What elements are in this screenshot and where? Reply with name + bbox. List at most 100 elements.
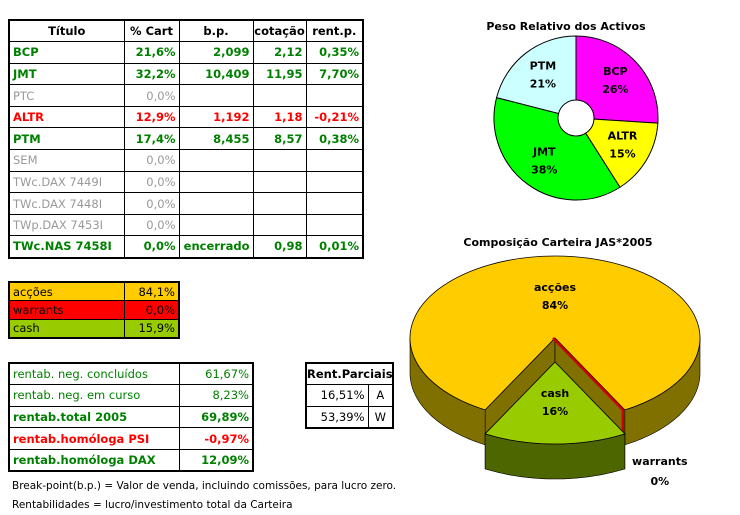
value-cell: 32,2% [123, 62, 180, 86]
header-cell: rent.p. [305, 19, 364, 43]
value-cell [252, 192, 307, 215]
name-cell: TWc.DAX 7448I [8, 192, 125, 215]
partial-returns-table: Rent.Parciais 16,51% A 53,39% W [305, 362, 395, 429]
holdings-table: Título% Cart b.p. cotação rent.p. BCP 21,6% 2,… [8, 19, 364, 259]
header-cell: cotação [252, 19, 307, 43]
name-cell: ALTR [8, 105, 125, 129]
slice-value: 16% [542, 405, 568, 418]
slice-value: 21% [530, 77, 556, 90]
value-cell: W [367, 405, 394, 429]
value-cell: 84,1% [123, 281, 180, 301]
value-cell: 1,192 [178, 105, 254, 129]
name-cell: rentab. neg. em curso [8, 384, 180, 407]
slice-value: 84% [542, 299, 568, 312]
holding-row: BCP 21,6% 2,099 2,12 0,35% [8, 41, 364, 64]
value-cell: -0,97% [178, 427, 254, 450]
value-cell [252, 170, 307, 194]
donut-slice [584, 118, 659, 188]
name-cell: rentab. neg. concluídos [8, 362, 180, 386]
name-cell: warrants [8, 300, 125, 320]
value-cell: 2,099 [178, 41, 254, 64]
return-row: rentab. neg. em curso 8,23% [8, 384, 254, 407]
value-cell: 2,12 [252, 41, 307, 64]
value-cell [178, 192, 254, 215]
header-cell: % Cart [123, 19, 180, 43]
value-cell: 0,0% [123, 235, 180, 259]
value-cell [252, 84, 307, 107]
value-cell [178, 170, 254, 194]
allocation-row: warrants 0,0% [8, 300, 180, 320]
slice-label: JMT [532, 146, 556, 159]
value-cell: 0,0% [123, 300, 180, 320]
value-cell: encerrado [178, 235, 254, 259]
value-cell: 10,409 [178, 62, 254, 86]
value-cell: 0,0% [123, 149, 180, 172]
allocation-table: acções 84,1% warrants 0,0% cash 15,9% [8, 281, 180, 339]
value-cell: 21,6% [123, 41, 180, 64]
name-cell: JMT [8, 62, 125, 86]
value-cell: 0,98 [252, 235, 307, 259]
header-row: Rent.Parciais [305, 362, 394, 386]
value-cell [305, 84, 364, 107]
holding-row: TWc.DAX 7449I 0,0% [8, 170, 364, 194]
value-cell: 53,39% [305, 405, 369, 429]
value-cell: 12,09% [178, 448, 254, 472]
value-cell: 0,0% [123, 84, 180, 107]
value-cell [178, 149, 254, 172]
value-cell: -0,21% [305, 105, 364, 129]
value-cell: 0,35% [305, 41, 364, 64]
value-cell: 8,57 [252, 127, 307, 151]
value-cell: 11,95 [252, 62, 307, 86]
return-row: rentab.homóloga PSI -0,97% [8, 427, 254, 450]
slice-value: 15% [609, 147, 635, 160]
chart-title: Composição Carteira JAS*2005 [463, 236, 652, 249]
value-cell: 8,23% [178, 384, 254, 407]
name-cell: rentab.total 2005 [8, 405, 180, 429]
holding-row: ALTR 12,9% 1,192 1,18 -0,21% [8, 105, 364, 129]
return-row: rentab.total 2005 69,89% [8, 405, 254, 429]
slice-label: acções [534, 281, 576, 294]
value-cell: 7,70% [305, 62, 364, 86]
value-cell: 17,4% [123, 127, 180, 151]
value-cell: 15,9% [123, 318, 180, 338]
slice-value: 26% [602, 83, 628, 96]
slice-label: cash [541, 387, 569, 400]
value-cell [252, 149, 307, 172]
name-cell: rentab.homóloga DAX [8, 448, 180, 472]
name-cell: PTC [8, 84, 125, 107]
value-cell [305, 170, 364, 194]
name-cell: rentab.homóloga PSI [8, 427, 180, 450]
name-cell: TWc.DAX 7449I [8, 170, 125, 194]
header-cell: Título [8, 19, 125, 43]
value-cell: 8,455 [178, 127, 254, 151]
header-cell: b.p. [178, 19, 254, 43]
header-cell: Rent.Parciais [305, 362, 394, 386]
donut-slice [495, 35, 577, 115]
holding-row: PTC 0,0% [8, 84, 364, 107]
holding-row: SEM 0,0% [8, 149, 364, 172]
value-cell: 0,38% [305, 127, 364, 151]
chart-title: Peso Relativo dos Activos [486, 20, 646, 33]
partial-row: 53,39% W [305, 405, 394, 429]
allocation-row: acções 84,1% [8, 281, 180, 301]
value-cell [305, 213, 364, 237]
holding-row: TWc.NAS 7458I 0,0% encerrado 0,98 0,01% [8, 235, 364, 259]
name-cell: TWp.DAX 7453I [8, 213, 125, 237]
slice-label: ALTR [608, 129, 638, 142]
pie-slice [484, 361, 626, 445]
value-cell [178, 213, 254, 237]
name-cell: TWc.NAS 7458I [8, 235, 125, 259]
value-cell [178, 84, 254, 107]
holding-row: JMT 32,2% 10,409 11,95 7,70% [8, 62, 364, 86]
holding-row: PTM 17,4% 8,455 8,57 0,38% [8, 127, 364, 151]
value-cell: 1,18 [252, 105, 307, 129]
donut-slice [493, 96, 621, 201]
return-row: rentab. neg. concluídos 61,67% [8, 362, 254, 386]
returns-table: rentab. neg. concluídos 61,67% rentab. neg… [8, 362, 254, 472]
partial-row: 16,51% A [305, 384, 394, 407]
name-cell: SEM [8, 149, 125, 172]
charts: Peso Relativo dos Activos Composição Car… [409, 20, 701, 488]
slice-value: 38% [531, 164, 557, 177]
slice-label: warrants [632, 455, 688, 468]
